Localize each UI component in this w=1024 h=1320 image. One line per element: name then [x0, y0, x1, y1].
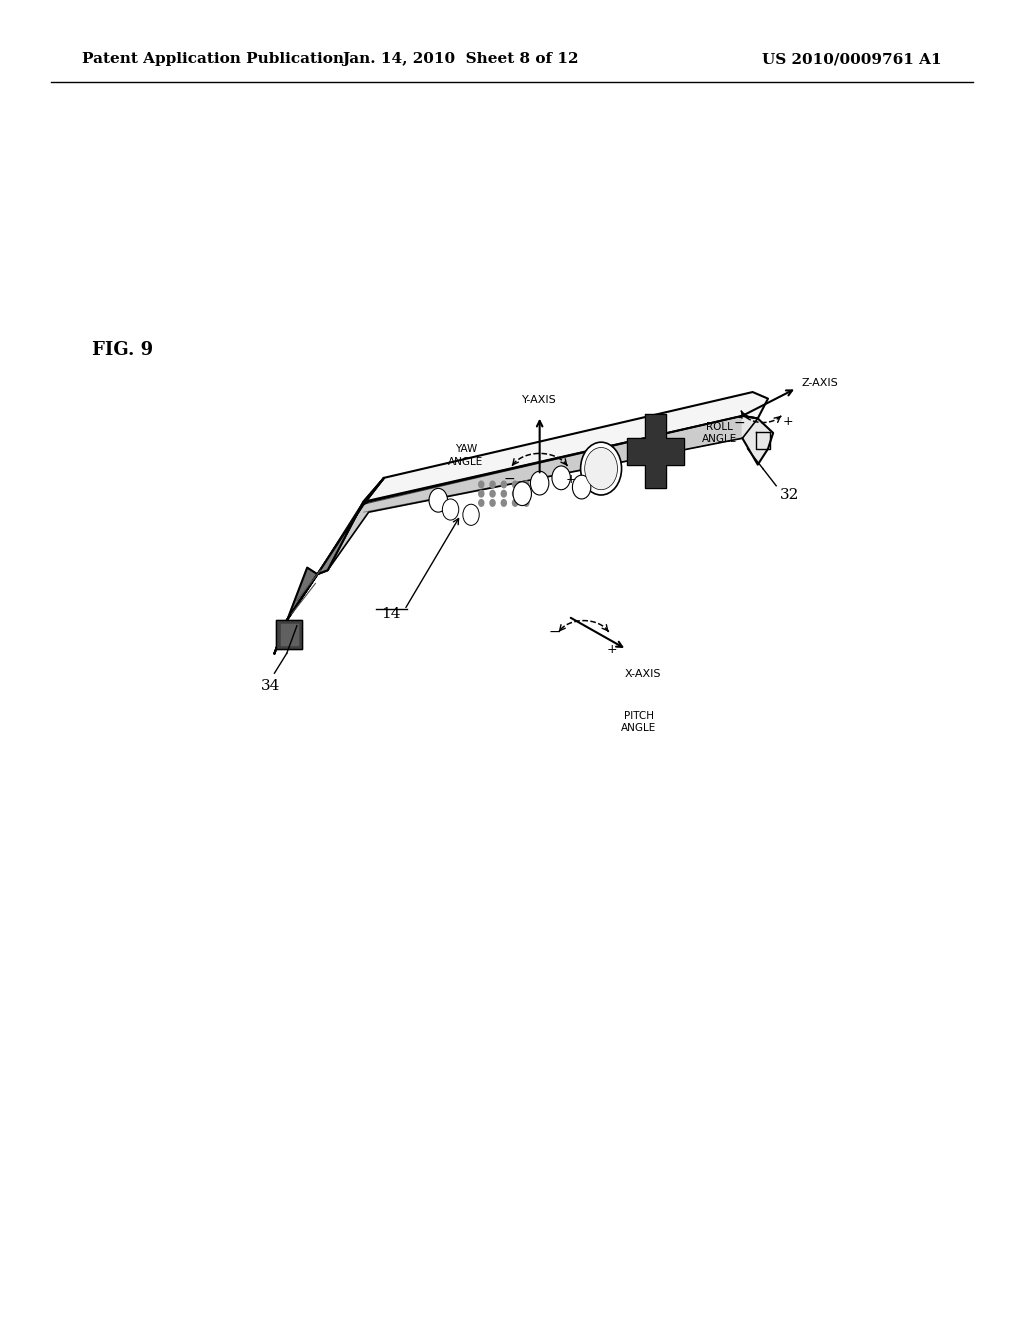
Polygon shape [276, 620, 302, 649]
Polygon shape [281, 624, 298, 645]
Text: Patent Application Publication: Patent Application Publication [82, 53, 344, 66]
Circle shape [552, 466, 570, 490]
Circle shape [489, 480, 496, 487]
Circle shape [585, 447, 617, 490]
Circle shape [502, 480, 506, 487]
Text: Z-AXIS: Z-AXIS [802, 378, 839, 388]
Text: Y-AXIS: Y-AXIS [522, 395, 557, 405]
Circle shape [478, 500, 483, 506]
Text: YAW
ANGLE: YAW ANGLE [449, 445, 483, 466]
Circle shape [513, 491, 517, 498]
Text: +: + [607, 643, 617, 656]
Text: +: + [566, 473, 577, 486]
Circle shape [429, 488, 447, 512]
Circle shape [524, 500, 528, 506]
Polygon shape [317, 416, 758, 574]
Circle shape [513, 480, 517, 487]
Text: Jan. 14, 2010  Sheet 8 of 12: Jan. 14, 2010 Sheet 8 of 12 [343, 53, 579, 66]
Circle shape [572, 475, 591, 499]
Text: X-AXIS: X-AXIS [625, 669, 662, 680]
Polygon shape [274, 568, 317, 653]
Circle shape [489, 500, 496, 506]
Text: 14: 14 [381, 607, 401, 622]
Circle shape [581, 442, 622, 495]
Text: −: − [503, 473, 515, 486]
Circle shape [502, 491, 506, 498]
Circle shape [513, 500, 517, 506]
Text: +: + [782, 414, 793, 428]
Polygon shape [364, 392, 768, 504]
Text: −: − [548, 626, 560, 639]
Polygon shape [627, 414, 684, 488]
Text: FIG. 9: FIG. 9 [92, 341, 154, 359]
Polygon shape [287, 478, 384, 620]
Circle shape [502, 500, 506, 506]
Circle shape [524, 491, 528, 498]
Text: ROLL
ANGLE: ROLL ANGLE [702, 422, 737, 444]
Text: US 2010/0009761 A1: US 2010/0009761 A1 [763, 53, 942, 66]
Text: 34: 34 [261, 680, 281, 693]
Circle shape [524, 480, 528, 487]
Circle shape [513, 482, 531, 506]
Polygon shape [742, 416, 773, 465]
Circle shape [530, 471, 549, 495]
Circle shape [442, 499, 459, 520]
Circle shape [478, 491, 483, 498]
Text: 32: 32 [780, 488, 800, 502]
Polygon shape [317, 478, 384, 574]
Circle shape [463, 504, 479, 525]
Circle shape [478, 480, 483, 487]
Text: −: − [733, 416, 745, 429]
Circle shape [489, 491, 496, 498]
Text: PITCH
ANGLE: PITCH ANGLE [622, 711, 656, 733]
